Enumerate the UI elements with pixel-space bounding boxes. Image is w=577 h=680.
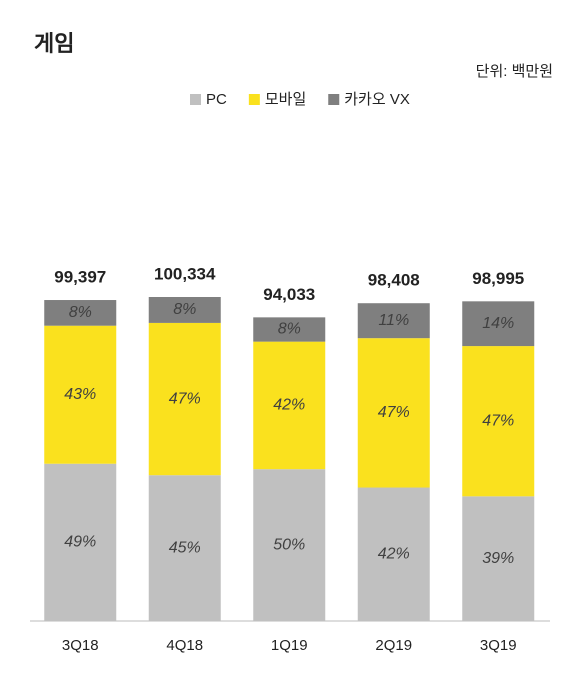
x-tick-label: 3Q18 xyxy=(62,637,99,654)
segment-label: 39% xyxy=(482,550,514,567)
total-label: 99,397 xyxy=(54,268,106,287)
total-label: 100,334 xyxy=(154,264,216,283)
legend-label: PC xyxy=(206,91,227,108)
segment-label: 8% xyxy=(173,301,196,318)
segment-label: 47% xyxy=(378,404,410,421)
bar-segment xyxy=(357,487,430,621)
segment-label: 42% xyxy=(378,545,410,562)
legend-swatch xyxy=(328,94,340,105)
bar-segment xyxy=(44,325,117,464)
bar-segment xyxy=(148,475,221,621)
segment-label: 49% xyxy=(64,534,96,551)
bar-segment xyxy=(44,463,117,621)
x-tick-label: 3Q19 xyxy=(480,637,517,654)
segment-label: 47% xyxy=(482,412,514,429)
segment-label: 42% xyxy=(273,397,305,414)
bar-segment xyxy=(462,346,535,497)
segment-label: 50% xyxy=(273,536,305,553)
bar-segment xyxy=(357,303,430,339)
bar-segment xyxy=(253,317,326,342)
x-tick-label: 2Q19 xyxy=(375,637,412,654)
bar-segment xyxy=(253,341,326,470)
unit-note: 단위: 백만원 xyxy=(476,63,553,80)
bar-segment xyxy=(462,496,535,621)
legend-swatch xyxy=(248,94,260,105)
bar-segment xyxy=(253,469,326,621)
total-label: 94,033 xyxy=(263,285,315,304)
x-tick-label: 4Q18 xyxy=(166,637,203,654)
bar-segment xyxy=(44,300,117,326)
chart-title: 게임 xyxy=(34,31,74,56)
segment-label: 43% xyxy=(64,386,96,403)
segment-label: 14% xyxy=(482,315,514,332)
bar-segment xyxy=(148,322,221,476)
segment-label: 47% xyxy=(169,390,201,407)
bar-segment xyxy=(462,301,535,347)
bar-segment xyxy=(148,297,221,323)
segment-label: 45% xyxy=(169,539,201,556)
segment-label: 11% xyxy=(378,312,409,329)
legend-label: 모바일 xyxy=(265,91,306,108)
x-tick-label: 1Q19 xyxy=(271,637,308,654)
segment-label: 8% xyxy=(69,304,92,321)
total-label: 98,408 xyxy=(368,271,420,290)
segment-label: 8% xyxy=(278,321,301,338)
total-label: 98,995 xyxy=(472,269,524,288)
bar-segment xyxy=(357,338,430,488)
legend-label: 카카오 VX xyxy=(344,91,410,108)
legend-swatch xyxy=(190,94,201,105)
